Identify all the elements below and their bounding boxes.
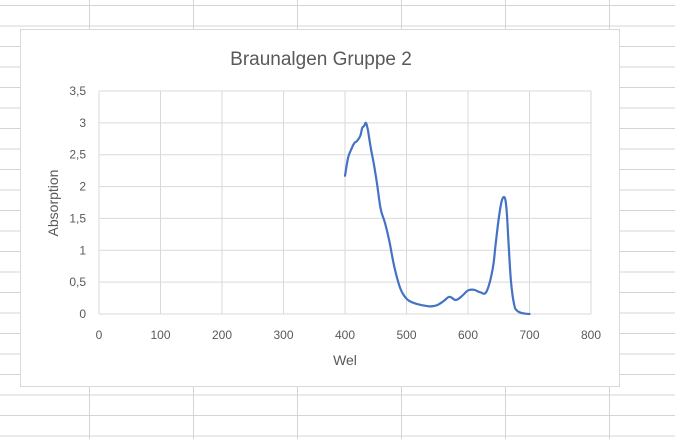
series-group (343, 121, 531, 316)
y-tick-label: 3,5 (69, 84, 86, 98)
y-tick-label: 2,5 (69, 148, 86, 162)
y-tick-labels: 0 0,5 1 1,5 2 2,5 3 3,5 (69, 84, 86, 321)
x-axis-title: Wel (333, 352, 357, 368)
gridlines (98, 90, 592, 315)
y-tick-label: 0 (79, 307, 86, 321)
x-tick-label: 100 (150, 328, 170, 342)
y-tick-label: 0,5 (69, 275, 86, 289)
x-tick-label: 300 (273, 328, 293, 342)
x-tick-label: 700 (519, 328, 539, 342)
x-tick-label: 500 (396, 328, 416, 342)
y-axis-title: Absorption (45, 170, 61, 237)
chart-title: Braunalgen Gruppe 2 (230, 49, 412, 70)
x-tick-labels: 0 100 200 300 400 500 600 700 800 (96, 328, 602, 342)
y-tick-label: 1 (79, 243, 86, 257)
x-tick-label: 0 (96, 328, 103, 342)
y-tick-label: 1,5 (69, 211, 86, 225)
chart-area[interactable]: 0 0,5 1 1,5 2 2,5 3 3,5 0 100 200 300 400 500 600 700 8… (20, 29, 620, 387)
x-tick-label: 400 (335, 328, 355, 342)
y-tick-label: 3 (79, 116, 86, 130)
y-tick-label: 2 (79, 180, 86, 194)
series-line-0[interactable] (343, 121, 531, 316)
chart-svg: 0 0,5 1 1,5 2 2,5 3 3,5 0 100 200 300 400 500 600 700 8… (45, 49, 602, 368)
x-tick-label: 800 (581, 328, 601, 342)
x-tick-label: 200 (212, 328, 232, 342)
x-tick-label: 600 (458, 328, 478, 342)
